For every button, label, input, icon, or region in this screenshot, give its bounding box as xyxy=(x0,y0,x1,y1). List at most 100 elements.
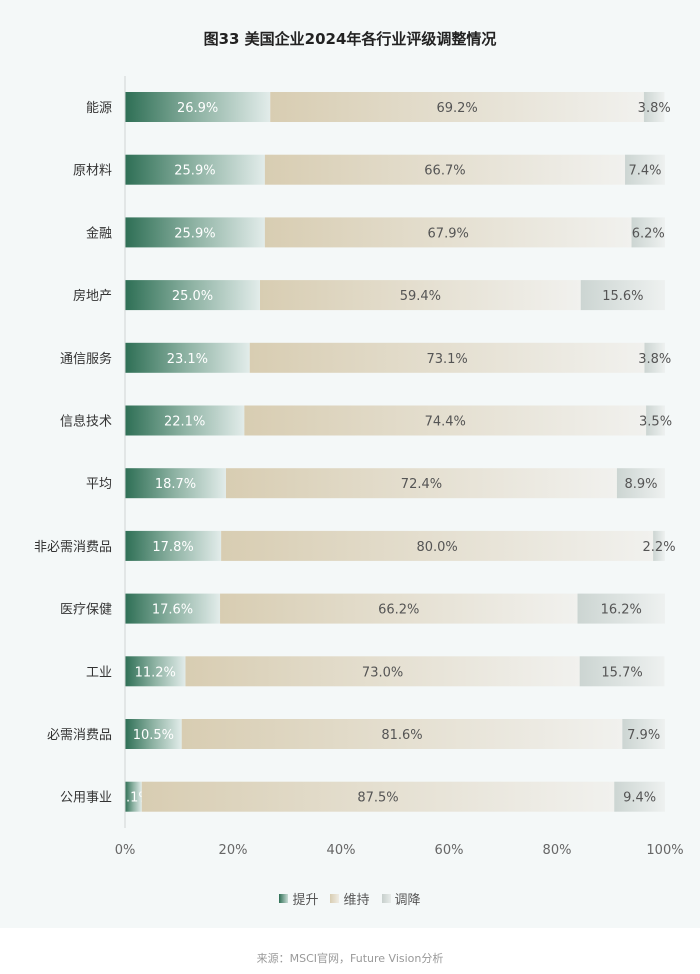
legend-label-up: 提升 xyxy=(292,893,319,908)
bar-segment-down xyxy=(616,468,665,499)
category-label: 工业 xyxy=(86,665,112,680)
bar-segment-up xyxy=(125,781,142,812)
bar-segment-keep xyxy=(244,405,647,436)
legend-label-keep: 维持 xyxy=(343,893,370,908)
data-label-up: 17.6% xyxy=(152,603,193,618)
category-label: 金融 xyxy=(86,225,112,241)
x-tick-label: 80% xyxy=(543,843,572,858)
data-label-keep: 72.4% xyxy=(401,477,442,492)
data-label-down: 7.9% xyxy=(627,728,660,743)
data-label-down: 15.6% xyxy=(602,289,643,304)
legend-item-down: 调降 xyxy=(381,889,421,908)
data-label-down: 3.8% xyxy=(638,101,671,116)
category-label: 原材料 xyxy=(73,164,112,179)
bar-segment-down xyxy=(644,342,665,373)
bar-segment-keep xyxy=(185,656,580,687)
x-tick-label: 40% xyxy=(327,843,356,858)
data-label-keep: 66.7% xyxy=(424,164,465,179)
data-label-keep: 59.4% xyxy=(400,289,441,304)
category-label: 通信服务 xyxy=(60,351,112,367)
data-label-keep: 69.2% xyxy=(436,101,477,116)
data-label-down: 7.4% xyxy=(629,164,662,179)
bar-segment-down xyxy=(631,217,665,248)
category-label: 信息技术 xyxy=(60,414,112,430)
bar-segment-down xyxy=(622,719,665,749)
legend-label-down: 调降 xyxy=(394,893,421,908)
bar-segment-down xyxy=(646,405,665,436)
bar-segment-keep xyxy=(221,530,654,561)
data-label-up: 25.0% xyxy=(172,289,213,304)
data-label-keep: 87.5% xyxy=(357,791,398,806)
data-label-up: 10.5% xyxy=(133,728,174,743)
data-label-keep: 66.2% xyxy=(378,603,419,618)
data-label-keep: 80.0% xyxy=(416,540,457,555)
category-label: 平均 xyxy=(86,477,112,492)
bar-segment-up xyxy=(125,154,265,185)
data-label-up: 11.2% xyxy=(135,665,176,680)
bar-segment-down xyxy=(614,781,665,812)
data-label-up: 25.9% xyxy=(174,164,215,179)
bar-segment-up xyxy=(125,405,245,436)
data-label-down: 8.9% xyxy=(624,477,657,492)
category-label: 公用事业 xyxy=(60,791,112,806)
x-tick-label: 60% xyxy=(435,843,464,858)
bar-segment-down xyxy=(643,92,665,122)
data-label-up: 22.1% xyxy=(164,415,205,430)
x-tick-label: 20% xyxy=(219,843,248,858)
legend-item-up: 提升 xyxy=(279,889,318,908)
category-label: 非必需消费品 xyxy=(34,540,112,555)
chart-title: 图33 美国企业2024年各行业评级调整情况 xyxy=(203,30,497,48)
bar-segment-keep xyxy=(181,719,623,749)
category-label: 房地产 xyxy=(73,288,112,304)
legend-item-keep: 维持 xyxy=(330,889,370,908)
x-tick-label: 0% xyxy=(115,843,136,858)
bar-segment-keep xyxy=(249,342,645,373)
bar-segment-down xyxy=(579,656,665,687)
legend-swatch-down xyxy=(381,894,391,903)
data-label-down: 15.7% xyxy=(601,665,642,680)
bar-segment-up xyxy=(125,530,222,561)
data-label-down: 6.2% xyxy=(632,226,665,241)
data-label-up: 25.9% xyxy=(174,226,215,241)
bar-segment-up xyxy=(125,656,186,687)
bar-segment-keep xyxy=(141,781,615,812)
bar-segment-down xyxy=(625,154,665,185)
category-label: 医疗保健 xyxy=(60,603,112,618)
bar-segment-up xyxy=(125,719,182,749)
bar-segment-keep xyxy=(260,280,581,311)
bar-segment-up xyxy=(125,217,265,248)
bar-segment-keep xyxy=(264,217,632,248)
data-label-down: 3.8% xyxy=(638,352,671,367)
legend: 提升 维持 调降 xyxy=(0,889,700,908)
data-label-up: 23.1% xyxy=(167,352,208,367)
data-label-up: 17.8% xyxy=(152,540,193,555)
data-label-keep: 73.0% xyxy=(362,665,403,680)
bar-segment-up xyxy=(125,593,221,624)
bar-segment-down xyxy=(577,593,665,624)
bar-segment-up xyxy=(125,92,271,122)
data-label-keep: 74.4% xyxy=(425,415,466,430)
data-label-down: 9.4% xyxy=(623,791,656,806)
bar-segment-up xyxy=(125,342,250,373)
legend-swatch-up xyxy=(279,894,289,903)
bar-chart: 26.9% 69.2% 3.8% 25.9% 66.7% 7.4% 25.9% 67.9% 6.… xyxy=(34,76,684,858)
data-label-down: 2.2% xyxy=(643,540,676,555)
bar-segment-down xyxy=(580,280,665,311)
data-label-down: 16.2% xyxy=(601,603,642,618)
chart-panel xyxy=(0,0,700,928)
bar-segment-keep xyxy=(220,593,578,624)
data-label-down: 3.5% xyxy=(639,415,672,430)
bar-segment-up xyxy=(125,468,226,499)
category-label: 必需消费品 xyxy=(47,728,112,743)
data-label-keep: 67.9% xyxy=(428,226,469,241)
bar-segment-up xyxy=(125,280,260,311)
bar-segment-keep xyxy=(270,92,644,122)
bar-segment-keep xyxy=(264,154,626,185)
data-label-up: 26.9% xyxy=(177,101,218,116)
legend-swatch-keep xyxy=(330,894,340,903)
data-label-keep: 81.6% xyxy=(381,728,422,743)
bar-segment-down xyxy=(653,530,665,561)
category-label: 能源 xyxy=(86,101,112,116)
x-tick-label: 100% xyxy=(646,843,683,858)
data-label-keep: 73.1% xyxy=(426,352,467,367)
